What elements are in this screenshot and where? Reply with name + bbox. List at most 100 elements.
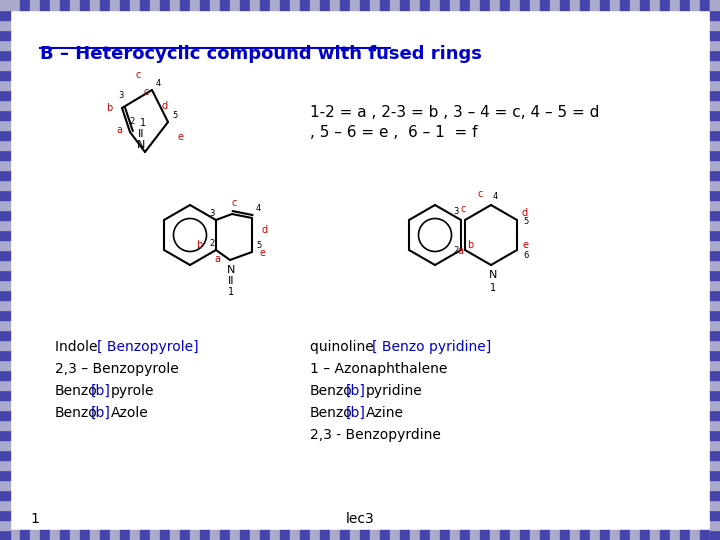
Text: 3: 3 — [210, 209, 215, 218]
Bar — [310, 530, 320, 540]
Bar — [710, 350, 720, 360]
Bar — [690, 530, 700, 540]
Text: Indole: Indole — [55, 340, 102, 354]
Bar — [640, 0, 650, 10]
Bar — [550, 0, 560, 10]
Bar — [0, 490, 10, 500]
Bar — [220, 530, 230, 540]
Bar — [0, 360, 10, 370]
Bar — [210, 0, 220, 10]
Bar — [560, 530, 570, 540]
Bar — [320, 0, 330, 10]
Bar — [0, 280, 10, 290]
Bar — [20, 0, 30, 10]
Bar — [710, 510, 720, 520]
Bar — [190, 530, 200, 540]
Text: 2: 2 — [454, 246, 459, 255]
Bar — [430, 530, 440, 540]
Bar — [250, 0, 260, 10]
Bar — [710, 320, 720, 330]
Text: B – Heterocyclic compound with fused rings: B – Heterocyclic compound with fused rin… — [40, 45, 482, 63]
Bar — [570, 530, 580, 540]
Bar — [450, 0, 460, 10]
Text: c: c — [231, 198, 237, 208]
Bar — [610, 0, 620, 10]
Bar — [0, 20, 10, 30]
Bar — [0, 90, 10, 100]
Bar — [40, 530, 50, 540]
Bar — [0, 430, 10, 440]
Text: c: c — [143, 87, 148, 97]
Bar — [370, 0, 380, 10]
Bar — [0, 380, 10, 390]
Text: 4: 4 — [156, 79, 161, 88]
Bar — [280, 530, 290, 540]
Bar — [710, 290, 720, 300]
Bar — [620, 530, 630, 540]
Text: e: e — [178, 132, 184, 142]
Text: d: d — [522, 208, 528, 218]
Bar — [700, 0, 710, 10]
Bar — [270, 530, 280, 540]
Bar — [220, 0, 230, 10]
Bar — [0, 60, 10, 70]
Bar — [710, 90, 720, 100]
Bar — [710, 360, 720, 370]
Bar — [300, 0, 310, 10]
Bar — [710, 210, 720, 220]
Bar — [0, 0, 10, 10]
Bar — [680, 0, 690, 10]
Bar — [470, 530, 480, 540]
Bar — [0, 260, 10, 270]
Bar — [520, 530, 530, 540]
Bar — [440, 0, 450, 10]
Bar — [710, 200, 720, 210]
Bar — [300, 530, 310, 540]
Bar — [0, 50, 10, 60]
Bar — [0, 390, 10, 400]
Text: b: b — [106, 103, 112, 113]
Bar — [90, 530, 100, 540]
Bar — [0, 150, 10, 160]
Bar — [630, 530, 640, 540]
Text: [b]: [b] — [346, 406, 366, 420]
Text: 4: 4 — [493, 192, 498, 201]
Bar — [0, 240, 10, 250]
Bar — [140, 530, 150, 540]
Bar — [0, 270, 10, 280]
Bar — [710, 140, 720, 150]
Bar — [0, 200, 10, 210]
Bar — [710, 500, 720, 510]
Text: 2: 2 — [210, 239, 215, 248]
Bar — [510, 530, 520, 540]
Text: Azole: Azole — [111, 406, 149, 420]
Bar — [130, 0, 140, 10]
Bar — [0, 120, 10, 130]
Bar — [710, 530, 720, 540]
Bar — [130, 530, 140, 540]
Bar — [710, 470, 720, 480]
Bar — [0, 30, 10, 40]
Bar — [660, 0, 670, 10]
Text: pyrole: pyrole — [111, 384, 155, 398]
Bar — [200, 0, 210, 10]
Bar — [270, 0, 280, 10]
Bar — [710, 70, 720, 80]
Bar — [380, 0, 390, 10]
Text: e: e — [260, 248, 266, 258]
Bar — [520, 0, 530, 10]
Bar — [490, 530, 500, 540]
Bar — [0, 130, 10, 140]
Text: lec3: lec3 — [346, 512, 374, 526]
Bar — [710, 330, 720, 340]
Bar — [330, 530, 340, 540]
Bar — [320, 530, 330, 540]
Bar — [400, 530, 410, 540]
Bar — [710, 400, 720, 410]
Text: a: a — [116, 125, 122, 135]
Bar — [360, 0, 370, 10]
Bar — [330, 0, 340, 10]
Bar — [340, 530, 350, 540]
Bar — [0, 470, 10, 480]
Bar — [710, 60, 720, 70]
